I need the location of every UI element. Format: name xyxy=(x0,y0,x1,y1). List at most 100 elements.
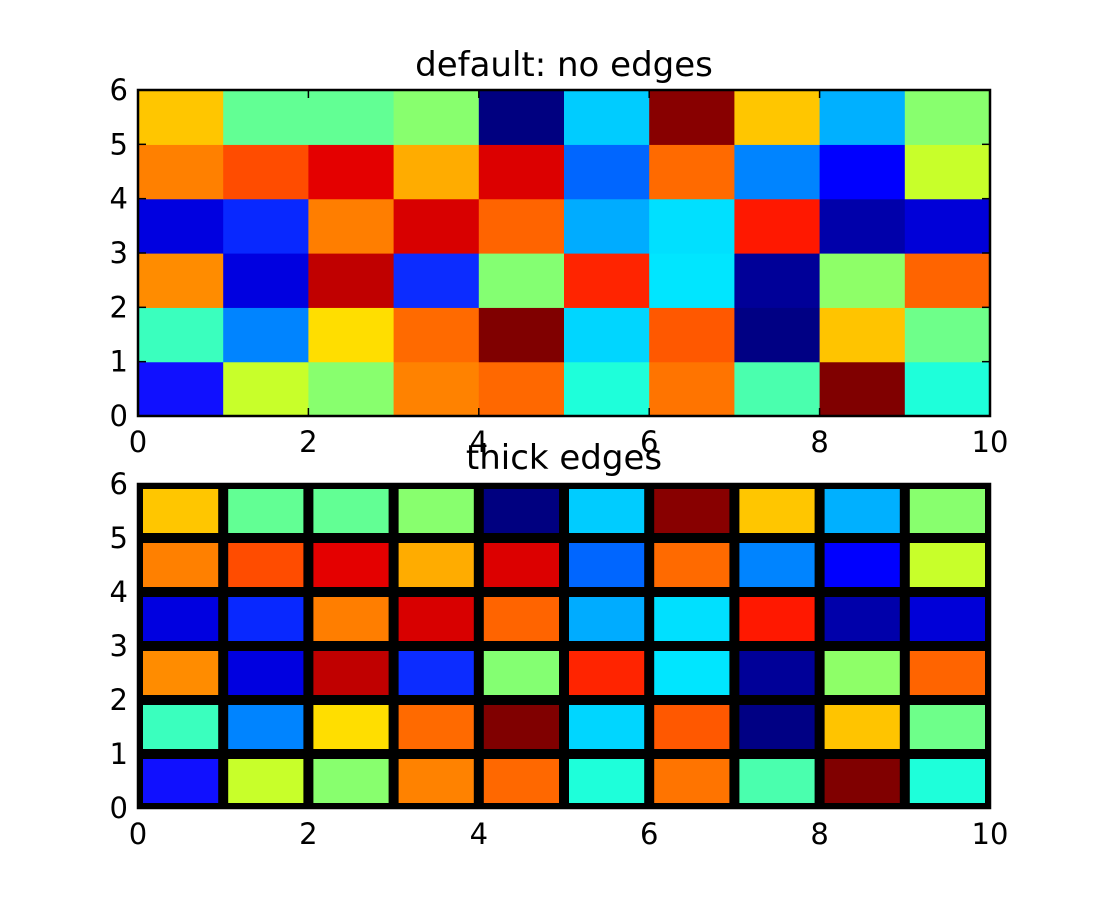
cell-r0-c4 xyxy=(483,759,559,803)
x-tick-label: 10 xyxy=(972,425,1009,459)
y-tick-label: 1 xyxy=(110,737,128,771)
cell-r4-c8 xyxy=(824,543,900,587)
cell-r2-c9 xyxy=(904,253,991,308)
cell-r5-c8 xyxy=(824,489,900,533)
cell-r5-c5 xyxy=(569,489,645,533)
cell-r2-c7 xyxy=(739,651,815,695)
cell-r0-c5 xyxy=(569,759,645,803)
cell-r4-c8 xyxy=(819,144,906,200)
y-tick-label: 0 xyxy=(110,791,128,825)
cell-r5-c6 xyxy=(654,489,730,533)
cell-r4-c9 xyxy=(909,543,985,587)
cell-r0-c6 xyxy=(649,361,735,417)
cell-r4-c3 xyxy=(393,144,480,200)
cell-r4-c5 xyxy=(569,543,645,587)
y-tick-label: 2 xyxy=(110,290,128,324)
cell-r0-c9 xyxy=(904,361,991,417)
cell-r1-c5 xyxy=(569,705,645,749)
cell-r5-c4 xyxy=(478,90,565,145)
cell-r5-c6 xyxy=(649,90,735,145)
cell-r5-c9 xyxy=(904,90,991,145)
y-tick-label: 0 xyxy=(110,399,128,433)
chart-title: default: no edges xyxy=(415,45,713,85)
cell-r2-c3 xyxy=(393,253,480,308)
cell-r1-c6 xyxy=(649,307,735,363)
cell-r4-c0 xyxy=(143,543,219,587)
chart-thick-edges: 0 2 4 6 8 10 0 1 2 3 4 5 6 thick edges xyxy=(110,438,1009,851)
cell-r4-c4 xyxy=(483,543,559,587)
cell-r3-c5 xyxy=(564,198,650,254)
cell-r3-c3 xyxy=(393,198,480,254)
cell-r2-c5 xyxy=(569,651,645,695)
y-tick-label: 2 xyxy=(110,683,128,717)
cell-r1-c4 xyxy=(478,307,565,363)
cell-r5-c3 xyxy=(398,489,474,533)
cell-r0-c7 xyxy=(734,361,821,417)
y-tick-label: 3 xyxy=(110,629,128,663)
x-tick-label: 4 xyxy=(470,425,488,459)
cell-r5-c8 xyxy=(819,90,906,145)
cell-r5-c4 xyxy=(483,489,559,533)
cell-r1-c0 xyxy=(138,307,224,363)
cell-r3-c7 xyxy=(739,597,815,641)
cell-r2-c6 xyxy=(649,253,735,308)
x-tick-label: 8 xyxy=(810,425,828,459)
cell-r3-c4 xyxy=(478,198,565,254)
cell-r4-c1 xyxy=(223,144,309,200)
cell-r0-c2 xyxy=(308,361,395,417)
cell-r5-c3 xyxy=(393,90,480,145)
cell-r3-c2 xyxy=(313,597,389,641)
cell-r2-c3 xyxy=(398,651,474,695)
cell-r1-c7 xyxy=(739,705,815,749)
cell-r1-c8 xyxy=(819,307,906,363)
cell-r3-c5 xyxy=(569,597,645,641)
cell-r5-c7 xyxy=(734,90,821,145)
cell-r0-c2 xyxy=(313,759,389,803)
edge-background xyxy=(138,484,990,808)
cell-r1-c4 xyxy=(483,705,559,749)
x-tick-label: 6 xyxy=(640,425,658,459)
cell-r4-c7 xyxy=(739,543,815,587)
cell-r3-c1 xyxy=(228,597,304,641)
cell-r3-c2 xyxy=(308,198,395,254)
chart-title: thick edges xyxy=(466,438,662,478)
cell-r3-c0 xyxy=(143,597,219,641)
cell-r2-c2 xyxy=(308,253,395,308)
cell-r1-c0 xyxy=(143,705,219,749)
cell-r3-c9 xyxy=(909,597,985,641)
cell-r2-c4 xyxy=(483,651,559,695)
cell-r1-c5 xyxy=(564,307,650,363)
cell-r1-c1 xyxy=(223,307,309,363)
x-tick-label: 0 xyxy=(129,817,147,851)
cell-r3-c6 xyxy=(649,198,735,254)
cell-r4-c7 xyxy=(734,144,821,200)
x-tick-label: 8 xyxy=(810,817,828,851)
cell-r5-c9 xyxy=(909,489,985,533)
cell-r2-c0 xyxy=(143,651,219,695)
cell-r4-c2 xyxy=(308,144,395,200)
y-tick-label: 3 xyxy=(110,236,128,270)
cell-r4-c0 xyxy=(138,144,224,200)
cell-r3-c8 xyxy=(819,198,906,254)
cell-r0-c8 xyxy=(824,759,900,803)
y-tick-label: 4 xyxy=(110,182,128,216)
y-tick-label: 5 xyxy=(110,127,128,161)
cell-r1-c9 xyxy=(904,307,991,363)
x-tick-label: 10 xyxy=(972,817,1009,851)
cell-r5-c7 xyxy=(739,489,815,533)
y-tick-label: 6 xyxy=(110,467,128,501)
cell-r5-c2 xyxy=(313,489,389,533)
cell-r4-c2 xyxy=(313,543,389,587)
y-tick-label: 6 xyxy=(110,73,128,107)
cell-r1-c9 xyxy=(909,705,985,749)
cell-r0-c1 xyxy=(228,759,304,803)
cell-r0-c0 xyxy=(138,361,224,417)
cell-r4-c6 xyxy=(649,144,735,200)
cell-r4-c3 xyxy=(398,543,474,587)
y-tick-label: 1 xyxy=(110,345,128,379)
cell-r2-c2 xyxy=(313,651,389,695)
x-tick-label: 2 xyxy=(299,425,317,459)
cell-r5-c1 xyxy=(228,489,304,533)
cell-r3-c9 xyxy=(904,198,991,254)
